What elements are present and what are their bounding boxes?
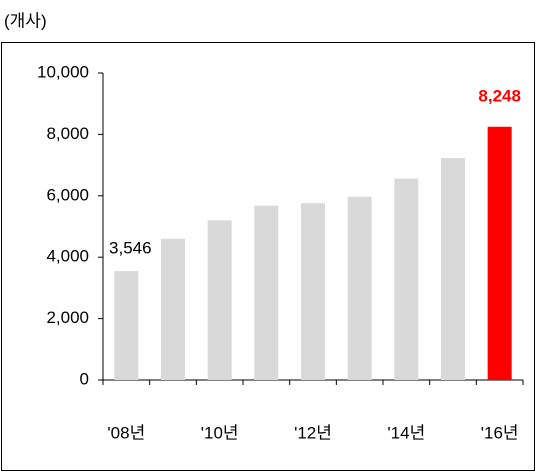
bar [394, 178, 419, 380]
bar [161, 238, 185, 380]
y-tick-label: 6,000 [46, 185, 89, 204]
bar [487, 126, 512, 380]
x-tick-label: '12년 [294, 423, 332, 442]
value-label: 3,546 [109, 239, 152, 258]
bar [254, 205, 279, 380]
y-tick-label: 8,000 [46, 124, 89, 143]
x-tick-label: '10년 [201, 423, 239, 442]
bar [347, 196, 372, 380]
bar [207, 220, 232, 380]
bar [301, 203, 325, 380]
value-label: 8,248 [478, 86, 521, 105]
y-axis-label: (개사) [4, 11, 47, 30]
bar [114, 271, 139, 380]
chart-frame [1, 42, 535, 471]
y-tick-label: 10,000 [37, 62, 89, 81]
x-tick-label: '08년 [107, 423, 145, 442]
bar [441, 158, 465, 380]
x-tick-label: '14년 [387, 423, 425, 442]
y-tick-label: 2,000 [46, 308, 89, 327]
y-tick-label: 4,000 [46, 247, 89, 266]
x-tick-label: '16년 [481, 423, 519, 442]
y-tick-label: 0 [80, 369, 89, 388]
